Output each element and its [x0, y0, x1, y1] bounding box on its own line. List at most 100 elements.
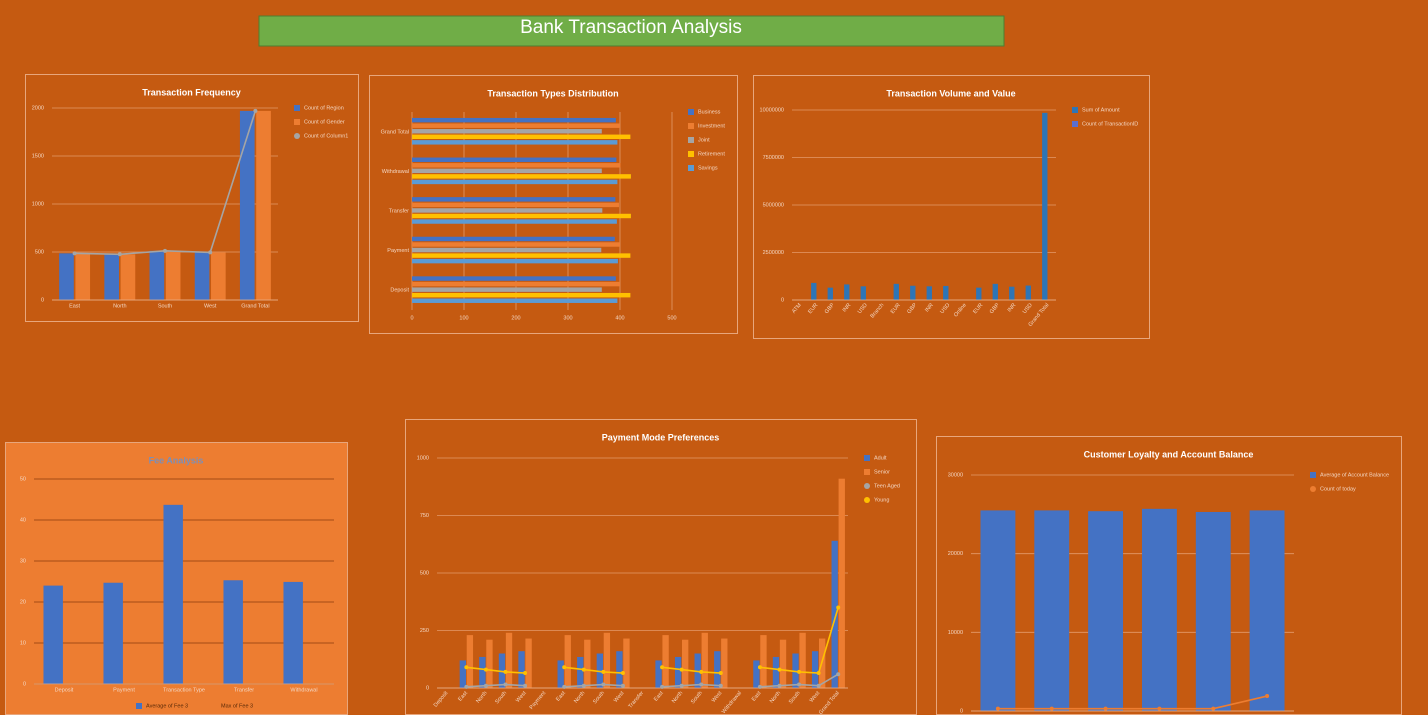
bar — [674, 656, 682, 688]
bar — [1088, 511, 1124, 711]
y-tick-label: 1000 — [32, 201, 44, 207]
bar — [412, 129, 602, 134]
x-tick-label: East — [751, 690, 763, 703]
legend-marker — [1310, 472, 1316, 478]
legend-marker — [1072, 107, 1078, 113]
point — [777, 667, 782, 672]
bar — [943, 285, 949, 300]
point — [562, 665, 567, 670]
point — [679, 683, 684, 688]
bar — [779, 639, 787, 688]
bar — [811, 651, 819, 688]
x-tick-label: EUR — [972, 302, 984, 315]
legend-marker — [688, 123, 694, 129]
x-tick-label: Payment — [529, 690, 548, 711]
y-tick-label: 0 — [960, 708, 963, 714]
title-banner — [258, 15, 1005, 47]
x-tick-label: Branch — [870, 302, 886, 319]
bar — [412, 179, 618, 185]
point — [660, 665, 665, 670]
bar — [557, 660, 564, 688]
point — [581, 683, 586, 688]
bar — [603, 632, 611, 688]
y-tick-label: Transfer — [389, 208, 409, 214]
point — [208, 250, 213, 255]
legend-label: Count of Gender — [304, 119, 345, 125]
bar — [256, 110, 271, 300]
x-tick-label: West — [613, 690, 626, 704]
x-tick-label: 0 — [410, 315, 413, 321]
bar — [412, 208, 603, 213]
bar — [1195, 511, 1231, 711]
x-tick-label: East — [555, 690, 567, 703]
y-tick-label: 0 — [781, 297, 784, 303]
bar — [223, 580, 243, 684]
bar — [412, 168, 602, 174]
bar — [412, 123, 620, 128]
bar — [714, 651, 721, 688]
bar — [518, 651, 525, 688]
point — [718, 671, 723, 676]
y-tick-label: Payment — [387, 248, 409, 254]
point — [777, 683, 782, 688]
point — [464, 684, 469, 689]
legend-label: Count of Column1 — [304, 133, 348, 139]
bar — [412, 287, 602, 292]
bar — [505, 632, 513, 688]
legend-label: Joint — [698, 137, 710, 143]
bar — [459, 660, 467, 688]
x-tick-label: Online — [953, 302, 968, 318]
bar — [412, 202, 619, 208]
bar — [811, 282, 817, 300]
bar — [926, 286, 932, 300]
bar — [479, 656, 486, 688]
y-tick-label: Grand Total — [381, 129, 409, 135]
bar — [838, 478, 845, 688]
legend-marker — [688, 109, 694, 115]
point — [718, 683, 723, 688]
x-tick-label: North — [769, 690, 782, 704]
bar — [1034, 510, 1070, 711]
bar — [412, 174, 631, 179]
legend-label: Senior — [874, 469, 890, 475]
x-tick-label: Withdrawal — [721, 690, 743, 715]
legend-label: Investment — [698, 123, 725, 129]
point — [503, 682, 508, 687]
point — [562, 684, 567, 689]
point — [1157, 706, 1162, 711]
legend-marker — [294, 105, 300, 111]
y-tick-label: 20000 — [948, 551, 963, 557]
x-tick-label: North — [573, 690, 586, 704]
legend-label: Average of Account Balance — [1320, 472, 1389, 478]
x-tick-label: Payment — [113, 687, 135, 693]
legend-label: Count of TransactionID — [1082, 121, 1138, 127]
point — [1211, 706, 1216, 711]
point — [660, 684, 665, 689]
bar — [104, 254, 119, 300]
y-tick-label: 30 — [20, 558, 26, 564]
x-tick-label: West — [809, 690, 822, 704]
bar — [412, 163, 621, 168]
bar — [623, 638, 630, 688]
point — [72, 251, 77, 256]
x-tick-label: South — [592, 690, 606, 705]
bar — [412, 134, 631, 140]
x-tick-label: Transfer — [628, 690, 646, 710]
x-tick-label: West — [515, 690, 528, 704]
bar — [163, 504, 183, 684]
legend-label: Business — [698, 109, 721, 115]
point — [836, 672, 841, 677]
bar — [564, 635, 571, 688]
bar — [283, 581, 303, 684]
bar — [239, 110, 255, 300]
y-tick-label: 10000000 — [760, 107, 784, 113]
bar — [662, 635, 669, 688]
bar — [616, 651, 623, 688]
chart-title: Transaction Frequency — [142, 87, 241, 97]
legend-marker — [864, 469, 870, 475]
bar — [412, 276, 616, 281]
point — [503, 669, 508, 674]
x-tick-label: South — [494, 690, 508, 705]
x-tick-label: West — [204, 303, 217, 309]
y-tick-label: 750 — [420, 513, 429, 519]
